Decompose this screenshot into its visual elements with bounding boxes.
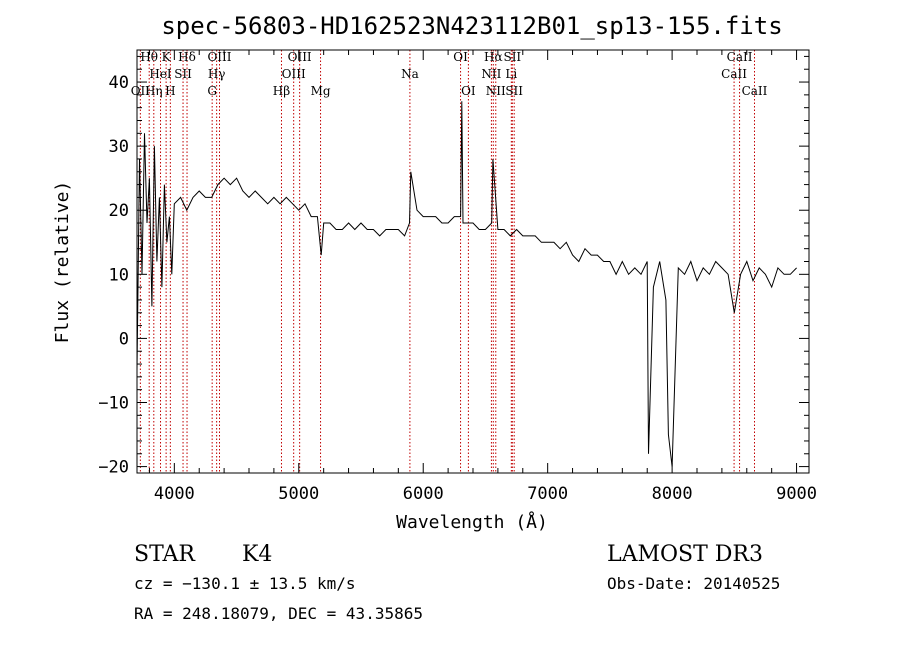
survey-name: LAMOST DR3: [607, 542, 763, 567]
y-tick-label: 0: [119, 329, 129, 349]
plot-frame: [136, 49, 810, 474]
spectrum-line-0: [136, 101, 797, 467]
spectral-line-label: H: [165, 84, 175, 98]
spectral-line-label: Hγ: [208, 67, 226, 81]
spectral-line-label: NII: [486, 84, 506, 98]
y-tick-label: 20: [109, 201, 129, 221]
spectral-line-label: K: [162, 50, 172, 64]
spectral-line-label: OII: [131, 84, 151, 98]
spectral-line-label: OI: [461, 84, 476, 98]
spectral-line-label: Hβ: [273, 84, 290, 98]
spectral-line-label: CaII: [742, 84, 768, 98]
spectral-line-label: Hη: [145, 84, 163, 98]
x-tick-label: 5000: [278, 484, 319, 504]
axis-ticks: 4000 5000 6000 7000 8000 9000 −20 −10 0 10 20 30 40: [98, 50, 817, 504]
spectral-line-label: Hθ: [140, 50, 158, 64]
spectral-line-label: Hα: [484, 50, 503, 64]
object-subclass: K4: [242, 542, 272, 567]
y-tick-label: 40: [109, 73, 129, 93]
spectral-line-label: CaII: [727, 50, 753, 64]
spectral-line-label: HeI: [149, 67, 172, 81]
spectral-line-label: CaII: [721, 67, 747, 81]
obs-date-line: Obs-Date: 20140525: [607, 574, 780, 593]
y-axis-label: Flux (relative): [52, 181, 73, 344]
spectral-line-label: OIII: [282, 67, 306, 81]
spectral-line-label: OI: [453, 50, 468, 64]
spectral-line-label: Li: [505, 67, 517, 81]
x-tick-label: 8000: [652, 484, 693, 504]
spectral-line-label: SII: [505, 84, 523, 98]
chart-title: spec-56803-HD162523N423112B01_sp13-155.f…: [161, 12, 782, 40]
y-tick-label: −10: [98, 394, 129, 414]
spectral-line-label: SII: [503, 50, 521, 64]
spectral-line-label: Hδ: [178, 50, 196, 64]
coords-line: RA = 248.18079, DEC = 43.35865: [134, 604, 423, 623]
spectral-line-markers: [139, 50, 755, 473]
y-tick-label: 10: [109, 265, 129, 285]
spectral-line-label: G: [207, 84, 217, 98]
spectral-line-label: NII: [481, 67, 501, 81]
y-tick-label: 30: [109, 137, 129, 157]
y-tick-label: −20: [98, 458, 129, 478]
x-tick-label: 7000: [527, 484, 568, 504]
x-tick-label: 6000: [403, 484, 444, 504]
spectral-line-label: Mg: [311, 84, 331, 98]
x-tick-label: 9000: [776, 484, 817, 504]
spectral-line-label: OIII: [288, 50, 312, 64]
spectrum-series: [136, 101, 797, 467]
redshift-line: cz = −130.1 ± 13.5 km/s: [134, 574, 356, 593]
x-axis-label: Wavelength (Å): [396, 511, 548, 533]
object-class: STAR: [134, 542, 196, 567]
spectral-line-label: OIII: [207, 50, 231, 64]
spectral-line-label: SII: [174, 67, 192, 81]
spectral-line-label: Na: [401, 67, 419, 81]
x-tick-label: 4000: [154, 484, 195, 504]
